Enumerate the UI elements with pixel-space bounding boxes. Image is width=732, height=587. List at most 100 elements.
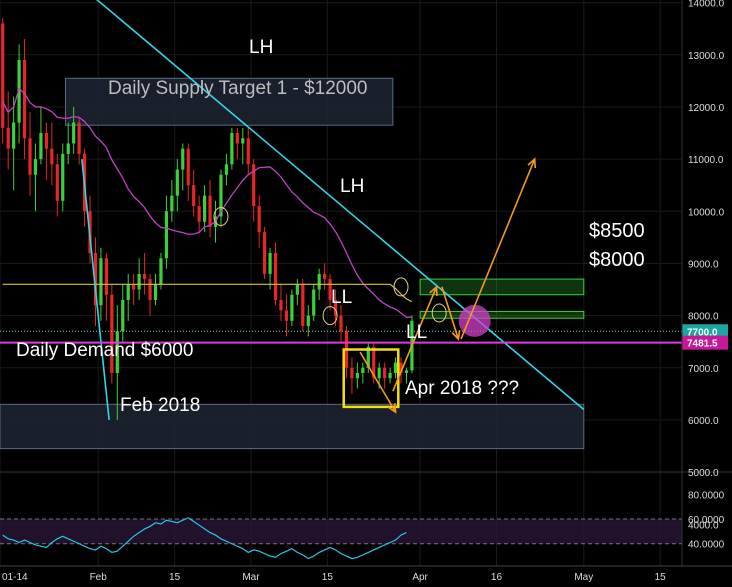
candle	[197, 195, 201, 233]
candle	[273, 242, 278, 306]
candle-body	[388, 372, 392, 379]
candle-body	[295, 284, 299, 295]
candle-body	[104, 258, 108, 295]
arrow-drop-head	[387, 403, 397, 414]
retest-marker	[393, 277, 409, 297]
candle	[279, 284, 283, 321]
candle	[328, 273, 332, 311]
ll-label-2: LL	[406, 322, 427, 343]
candle-body	[197, 206, 201, 222]
candle	[241, 127, 245, 165]
demand-label: Daily Demand $6000	[16, 340, 193, 361]
candle	[50, 122, 54, 186]
candle-body	[33, 159, 38, 175]
candle-body	[339, 315, 343, 332]
candle	[284, 294, 289, 337]
candle-body	[312, 289, 316, 316]
candle-body	[323, 273, 327, 280]
candle	[164, 195, 169, 269]
candle-body	[126, 284, 130, 300]
candle	[44, 122, 48, 180]
candle	[22, 39, 27, 160]
demand-zone	[0, 403, 585, 450]
candle-body	[61, 153, 65, 201]
candle-body	[153, 284, 158, 300]
candle	[404, 367, 409, 384]
candle-body	[361, 367, 365, 373]
price-tick-label: 8000.0	[688, 312, 719, 323]
candle-body	[263, 232, 267, 274]
zone-8000-label: $8000	[589, 249, 645, 271]
arrow-target-head	[527, 157, 537, 169]
candle-body	[181, 148, 185, 170]
retest-marker	[431, 303, 447, 323]
candle-body	[246, 138, 250, 165]
price-badge-text: 7481.5	[687, 339, 718, 350]
osc-tick-label: 40.0000	[688, 540, 725, 551]
candle	[246, 127, 250, 175]
candle-body	[115, 331, 119, 373]
candle	[39, 106, 43, 165]
candle-body	[383, 367, 387, 379]
lh-label-1: LH	[249, 37, 273, 58]
candle-body	[142, 273, 147, 280]
price-badge-bg	[682, 324, 728, 339]
candle-body	[377, 367, 381, 379]
candle	[93, 237, 98, 327]
candle-body	[333, 299, 338, 316]
candle-body	[22, 59, 27, 139]
supply-label: Daily Supply Target 1 - $12000	[108, 78, 367, 99]
candle	[306, 305, 310, 337]
candle-body	[93, 253, 98, 306]
candle-body	[328, 279, 332, 300]
candle	[115, 305, 119, 420]
candle	[224, 153, 229, 186]
arrow-retest	[441, 286, 460, 340]
candle	[383, 362, 387, 389]
price-tick-label: 7000.0	[688, 364, 719, 375]
time-tick-label: Mar	[242, 572, 260, 583]
candle	[72, 106, 76, 154]
time-tick-label: Feb	[90, 572, 108, 583]
target-circle	[458, 304, 491, 337]
price-tick-label: 6000.0	[688, 416, 719, 427]
arrow-retest-head	[451, 330, 461, 341]
price-tick-label: 5000.0	[688, 468, 719, 479]
candle-body	[6, 127, 10, 149]
candle	[257, 195, 261, 248]
candle	[132, 273, 136, 306]
candle	[175, 159, 179, 212]
candle	[28, 112, 32, 196]
candle	[203, 185, 207, 233]
green-zone-1	[419, 310, 585, 319]
time-tick-label: 16	[491, 572, 503, 583]
candle-body	[224, 164, 229, 175]
candle-body	[350, 367, 354, 379]
overlay-layer	[0, 0, 682, 421]
candle	[268, 247, 272, 290]
price-tick-label: 13000.0	[688, 51, 725, 62]
candle-body	[208, 195, 212, 227]
candle-body	[366, 346, 370, 368]
candle-body	[110, 294, 114, 373]
candle-body	[66, 143, 70, 154]
candle-body	[241, 138, 245, 144]
candle-body	[399, 362, 403, 373]
candle-body	[404, 370, 409, 373]
candle-body	[28, 138, 32, 175]
candle	[153, 273, 158, 306]
candle-body	[50, 148, 54, 165]
price-tick-label: 14000.0	[688, 0, 725, 10]
candle	[104, 253, 108, 321]
candle	[148, 273, 152, 316]
candle-body	[273, 253, 278, 300]
candle-body	[355, 372, 359, 379]
arrow-rally	[392, 286, 438, 392]
candle-body	[164, 211, 169, 259]
candle	[208, 179, 212, 238]
candle-body	[301, 284, 305, 327]
candle-body	[39, 133, 43, 160]
candle	[159, 253, 163, 290]
